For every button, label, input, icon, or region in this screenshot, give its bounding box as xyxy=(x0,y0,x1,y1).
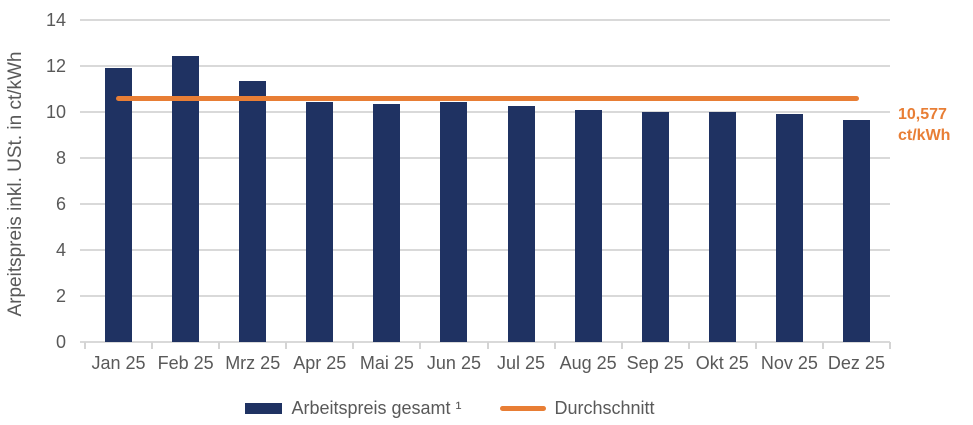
x-tick-label: Jun 25 xyxy=(426,353,481,373)
bar-jun-25 xyxy=(440,101,468,342)
legend-label-durchschnitt: Durchschnitt xyxy=(554,398,655,418)
legend-item-arbeitspreis: Arbeitspreis gesamt ¹ xyxy=(245,398,462,419)
x-tick-label: Feb 25 xyxy=(157,353,214,373)
x-axis-tick xyxy=(553,342,556,349)
bar-nov-25 xyxy=(775,114,803,342)
bar-jan-25 xyxy=(105,68,133,342)
gridline-4 xyxy=(80,249,890,251)
x-tick-label: Dez 25 xyxy=(827,353,885,373)
y-tick-label-2: 2 xyxy=(55,286,66,306)
average-unit: ct/kWh xyxy=(898,127,951,144)
x-axis-tick xyxy=(486,342,489,349)
gridline-2 xyxy=(80,295,890,297)
bar-aug-25 xyxy=(574,109,602,342)
x-axis-tick xyxy=(285,342,288,349)
bar-mai-25 xyxy=(373,103,401,342)
x-tick-label: Sep 25 xyxy=(626,353,684,373)
x-tick-label: Okt 25 xyxy=(695,353,749,373)
x-tick-label: Nov 25 xyxy=(760,353,818,373)
gridline-10 xyxy=(80,111,890,113)
x-axis-tick xyxy=(419,342,422,349)
gridline-0 xyxy=(80,341,890,343)
y-tick-label-10: 10 xyxy=(45,102,66,122)
bar-mrz-25 xyxy=(239,80,267,342)
bar-jul-25 xyxy=(507,106,535,342)
y-tick-label-14: 14 xyxy=(45,10,66,30)
x-axis-tick xyxy=(352,342,355,349)
y-tick-label-8: 8 xyxy=(55,148,66,168)
bar-okt-25 xyxy=(708,112,736,342)
y-tick-label-0: 0 xyxy=(55,332,66,352)
average-line xyxy=(115,96,860,102)
x-tick-label: Apr 25 xyxy=(293,353,347,373)
y-tick-label-6: 6 xyxy=(55,194,66,214)
x-axis-tick xyxy=(620,342,623,349)
bar-sep-25 xyxy=(641,112,669,342)
gridline-6 xyxy=(80,203,890,205)
legend-label-arbeitspreis: Arbeitspreis gesamt ¹ xyxy=(291,398,462,418)
x-axis-tick xyxy=(84,342,86,349)
x-axis-tick xyxy=(889,342,891,349)
x-axis-tick xyxy=(821,342,824,349)
bar-apr-25 xyxy=(306,101,334,342)
x-axis-tick xyxy=(754,342,757,349)
bar-feb-25 xyxy=(172,55,200,342)
x-axis-tick xyxy=(687,342,690,349)
gridline-8 xyxy=(80,157,890,159)
legend-item-durchschnitt: Durchschnitt xyxy=(499,398,655,419)
x-axis-tick xyxy=(151,342,154,349)
gridline-14 xyxy=(80,19,890,21)
y-tick-label-4: 4 xyxy=(55,240,66,260)
x-axis-tick xyxy=(218,342,221,349)
x-tick-label: Jan 25 xyxy=(91,353,146,373)
average-annotation: 10,577 ct/kWh xyxy=(898,104,950,146)
line-series-swatch xyxy=(499,406,546,411)
gridline-12 xyxy=(80,65,890,67)
x-tick-label: Mai 25 xyxy=(359,353,414,373)
x-tick-label: Mrz 25 xyxy=(225,353,281,373)
average-value: 10,577 xyxy=(898,106,947,123)
x-tick-label: Aug 25 xyxy=(559,353,617,373)
y-tick-label-12: 12 xyxy=(45,56,66,76)
bar-dez-25 xyxy=(842,120,870,342)
legend: Arbeitspreis gesamt ¹ Durchschnitt xyxy=(0,398,900,419)
x-tick-label: Jul 25 xyxy=(497,353,546,373)
bar-series-swatch xyxy=(245,403,283,414)
